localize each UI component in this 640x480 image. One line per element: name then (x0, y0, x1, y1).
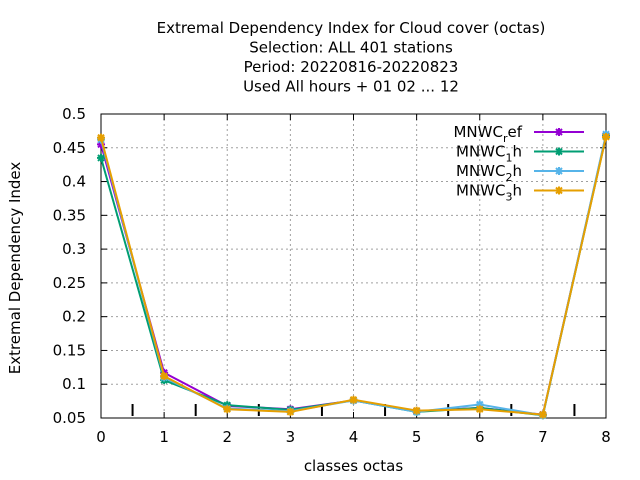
x-tick-label: 4 (349, 428, 359, 446)
data-point (475, 405, 484, 414)
chart-title: Extremal Dependency Index for Cloud cove… (157, 19, 546, 96)
series-lines (97, 130, 610, 420)
x-tick-label: 3 (286, 428, 296, 446)
title-line-2: Period: 20220816-20220823 (244, 58, 459, 76)
data-point (349, 395, 358, 404)
title-line-3: Used All hours + 01 02 ... 12 (243, 78, 459, 96)
data-point (538, 410, 547, 419)
legend-label: MNWC3h (456, 182, 522, 204)
series-3 (97, 132, 610, 419)
legend-label: MNWC1h (456, 143, 522, 165)
y-tick-label: 0.5 (62, 105, 86, 123)
x-tick-label: 1 (159, 428, 169, 446)
data-point (97, 140, 105, 149)
x-tick-label: 5 (412, 428, 422, 446)
legend-item-3: MNWC3h (456, 182, 584, 204)
y-tick-label: 0.45 (53, 139, 86, 157)
data-point (412, 406, 421, 415)
legend-swatch-marker (555, 186, 563, 195)
x-tick-label: 0 (96, 428, 106, 446)
title-line-1: Selection: ALL 401 stations (249, 39, 453, 57)
x-tick-label: 2 (222, 428, 232, 446)
y-axis-label: Extremal Dependency Index (6, 162, 24, 375)
y-axis-ticks: 0.05 0.1 0.15 0.2 0.25 0.3 0.35 0.4 0.45 0.5 (53, 105, 606, 427)
data-point (97, 133, 105, 142)
y-tick-label: 0.3 (62, 240, 86, 258)
x-tick-label: 8 (601, 428, 611, 446)
data-point (223, 405, 232, 414)
legend-label: MNWC2h (456, 162, 522, 184)
y-tick-label: 0.05 (53, 409, 86, 427)
data-point (97, 153, 105, 162)
legend-item-0: MNWCref (453, 123, 584, 145)
data-point (286, 407, 295, 416)
legend-swatch-marker (555, 128, 563, 136)
y-tick-label: 0.1 (62, 375, 86, 393)
grid (101, 114, 606, 418)
legend-item-2: MNWC2h (456, 162, 584, 184)
data-point (475, 400, 484, 409)
data-point (602, 132, 610, 141)
x-axis-label: classes octas (304, 457, 404, 475)
legend-swatch-marker (555, 147, 563, 156)
legend-label: MNWCref (453, 123, 522, 145)
y-tick-label: 0.4 (62, 173, 86, 191)
title-line-0: Extremal Dependency Index for Cloud cove… (157, 19, 546, 37)
legend-item-1: MNWC1h (456, 143, 584, 165)
y-tick-label: 0.25 (53, 274, 86, 292)
y-tick-label: 0.15 (53, 341, 86, 359)
x-tick-label: 6 (475, 428, 485, 446)
legend-swatch-marker (555, 167, 563, 175)
y-tick-label: 0.2 (62, 308, 86, 326)
y-tick-label: 0.35 (53, 206, 86, 224)
x-axis-ticks: 0 1 2 3 4 5 6 7 8 (96, 114, 611, 446)
data-point (160, 372, 169, 381)
x-tick-label: 7 (538, 428, 548, 446)
